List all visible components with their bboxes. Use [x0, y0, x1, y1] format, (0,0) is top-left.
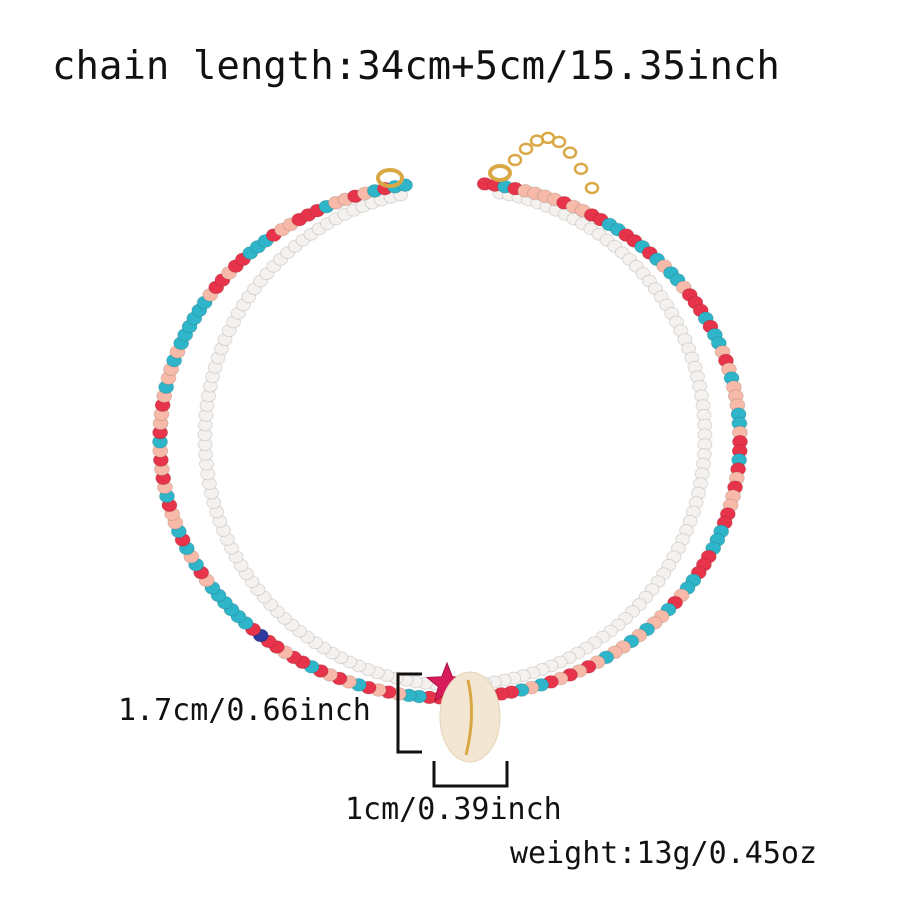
- pendant-width-label: 1cm/0.39inch: [345, 792, 562, 827]
- white-bead-necklace: [197, 186, 713, 692]
- chain-link: [573, 162, 589, 176]
- chain-link: [562, 146, 578, 159]
- dimension-brackets: [396, 672, 509, 788]
- lobster-clasp: [376, 164, 512, 188]
- weight-label: weight:13g/0.45oz: [510, 836, 818, 871]
- cowrie-shell-pendant: [439, 671, 501, 763]
- chain-link: [584, 181, 600, 195]
- rainbow-bead-necklace: [152, 176, 748, 705]
- chain-length-label: chain length:34cm+5cm/15.35inch: [52, 44, 780, 89]
- width-bracket: [432, 761, 509, 788]
- gold-extender-chain: [507, 131, 600, 195]
- height-bracket: [396, 672, 422, 754]
- chain-link: [551, 135, 567, 149]
- chain-link: [507, 153, 523, 167]
- pendant-height-label: 1.7cm/0.66inch: [118, 693, 371, 728]
- chain-link: [518, 142, 534, 156]
